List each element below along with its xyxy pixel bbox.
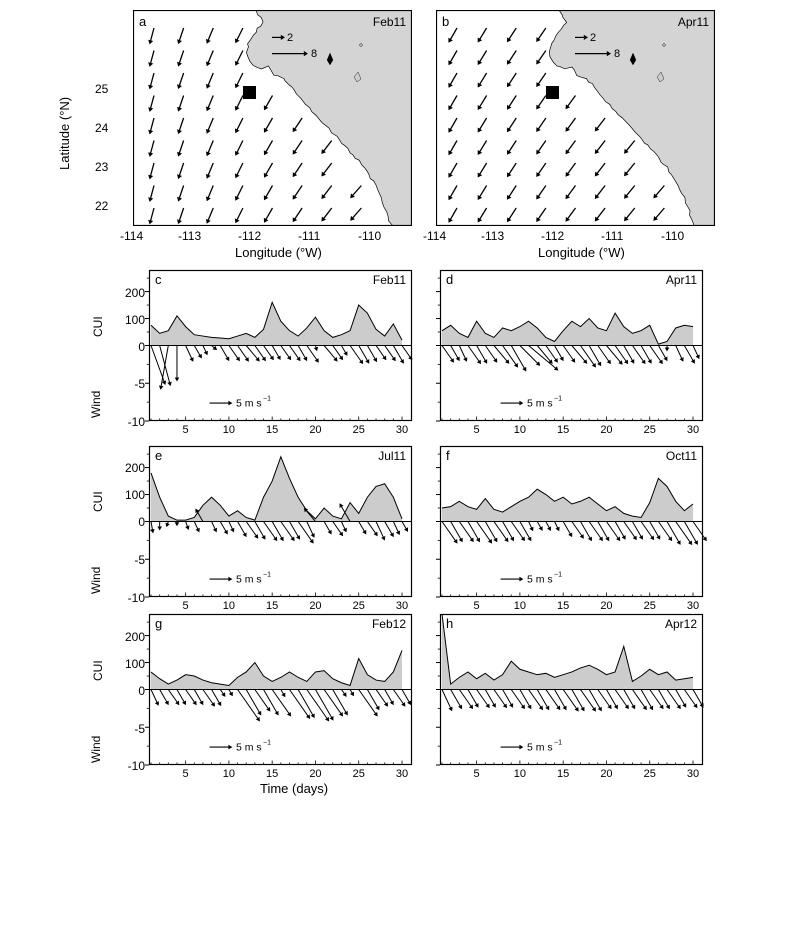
svg-text:5 m s: 5 m s xyxy=(236,742,262,754)
svg-text:20: 20 xyxy=(309,768,321,780)
svg-text:10: 10 xyxy=(514,768,526,780)
svg-text:2: 2 xyxy=(590,32,596,44)
svg-text:−1: −1 xyxy=(263,740,271,747)
svg-text:−1: −1 xyxy=(263,396,271,403)
svg-text:−1: −1 xyxy=(554,571,562,578)
svg-text:Feb11: Feb11 xyxy=(373,273,406,287)
svg-text:30: 30 xyxy=(687,600,699,612)
svg-text:c: c xyxy=(155,272,162,287)
svg-text:e: e xyxy=(155,448,162,463)
svg-text:−1: −1 xyxy=(554,740,562,747)
svg-text:25: 25 xyxy=(353,424,365,436)
svg-text:25: 25 xyxy=(644,768,656,780)
svg-text:10: 10 xyxy=(223,424,235,436)
svg-text:Apr12: Apr12 xyxy=(665,617,697,631)
svg-text:−1: −1 xyxy=(554,396,562,403)
svg-text:15: 15 xyxy=(557,424,569,436)
svg-text:5: 5 xyxy=(474,768,480,780)
svg-text:10: 10 xyxy=(223,768,235,780)
svg-text:20: 20 xyxy=(600,768,612,780)
svg-text:5: 5 xyxy=(183,600,189,612)
svg-text:5: 5 xyxy=(183,424,189,436)
svg-text:15: 15 xyxy=(266,768,278,780)
svg-text:h: h xyxy=(446,616,453,631)
svg-text:Jul11: Jul11 xyxy=(378,449,406,463)
svg-text:10: 10 xyxy=(514,424,526,436)
svg-text:Feb11: Feb11 xyxy=(373,15,406,29)
svg-text:Apr11: Apr11 xyxy=(678,15,709,29)
svg-text:−1: −1 xyxy=(263,571,271,578)
svg-text:15: 15 xyxy=(557,600,569,612)
svg-text:25: 25 xyxy=(644,600,656,612)
svg-text:10: 10 xyxy=(223,600,235,612)
svg-text:5 m s: 5 m s xyxy=(236,573,262,585)
svg-text:5: 5 xyxy=(474,424,480,436)
svg-text:30: 30 xyxy=(687,424,699,436)
svg-text:Feb12: Feb12 xyxy=(372,617,406,631)
svg-text:d: d xyxy=(446,272,453,287)
svg-text:5 m s: 5 m s xyxy=(527,397,553,409)
svg-text:b: b xyxy=(442,14,449,29)
svg-text:25: 25 xyxy=(353,768,365,780)
svg-text:10: 10 xyxy=(514,600,526,612)
svg-text:30: 30 xyxy=(396,424,408,436)
svg-text:5 m s: 5 m s xyxy=(527,742,553,754)
svg-text:5: 5 xyxy=(183,768,189,780)
svg-text:15: 15 xyxy=(557,768,569,780)
svg-text:30: 30 xyxy=(687,768,699,780)
svg-text:25: 25 xyxy=(644,424,656,436)
svg-text:8: 8 xyxy=(614,48,620,60)
svg-text:8: 8 xyxy=(311,48,317,60)
svg-text:20: 20 xyxy=(309,600,321,612)
svg-text:20: 20 xyxy=(309,424,321,436)
svg-text:2: 2 xyxy=(287,32,293,44)
svg-text:15: 15 xyxy=(266,424,278,436)
svg-text:g: g xyxy=(155,616,162,631)
svg-text:Apr11: Apr11 xyxy=(666,273,697,287)
svg-text:Oct11: Oct11 xyxy=(666,449,697,463)
svg-text:20: 20 xyxy=(600,424,612,436)
svg-text:30: 30 xyxy=(396,768,408,780)
svg-text:20: 20 xyxy=(600,600,612,612)
svg-text:5: 5 xyxy=(474,600,480,612)
svg-text:30: 30 xyxy=(396,600,408,612)
svg-text:a: a xyxy=(139,14,147,29)
svg-text:5 m s: 5 m s xyxy=(527,573,553,585)
svg-text:15: 15 xyxy=(266,600,278,612)
svg-text:5 m s: 5 m s xyxy=(236,397,262,409)
svg-text:25: 25 xyxy=(353,600,365,612)
svg-text:f: f xyxy=(446,448,450,463)
